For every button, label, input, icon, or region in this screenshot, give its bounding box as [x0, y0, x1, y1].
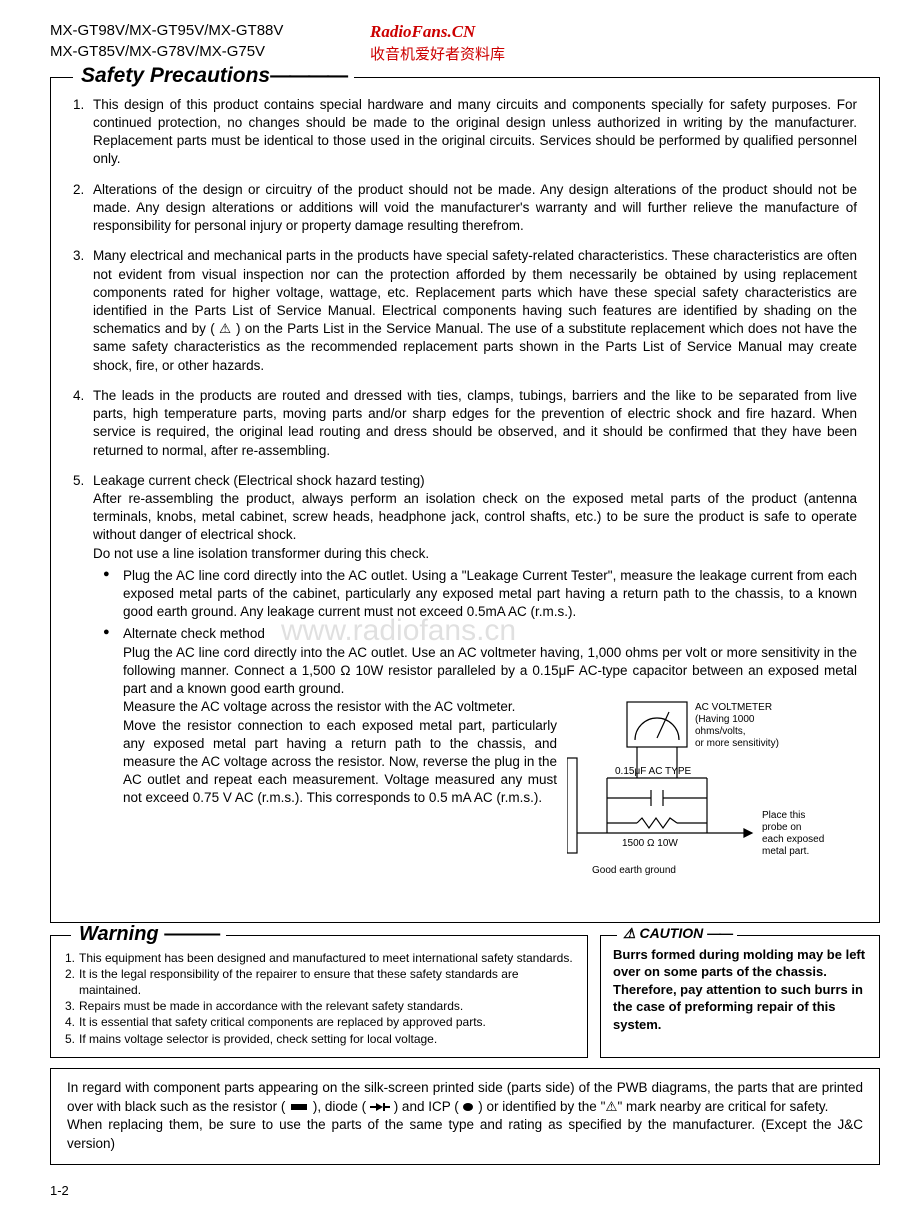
- bullet-2-body1: Plug the AC line cord directly into the …: [93, 644, 857, 699]
- svg-text:each exposed: each exposed: [762, 834, 824, 845]
- icp-icon: [462, 1102, 474, 1112]
- safety-item-5: Leakage current check (Electrical shock …: [73, 472, 857, 894]
- svg-text:Place this: Place this: [762, 810, 805, 821]
- pwb-box: In regard with component parts appearing…: [50, 1068, 880, 1166]
- diagram-text-col: Measure the AC voltage across the resist…: [123, 698, 557, 807]
- item5-note: Do not use a line isolation transformer …: [93, 546, 429, 561]
- warning-item: 1.This equipment has been designed and m…: [65, 950, 573, 966]
- bullet-2-title: Alternate check method: [93, 625, 857, 643]
- svg-text:or more sensitivity): or more sensitivity): [695, 738, 779, 749]
- warning-box: Warning ——— 1.This equipment has been de…: [50, 935, 588, 1058]
- item5-body: After re-assembling the product, always …: [93, 491, 857, 542]
- models-line2: MX-GT85V/MX-G78V/MX-G75V: [50, 41, 370, 62]
- svg-text:AC VOLTMETER: AC VOLTMETER: [695, 702, 772, 713]
- safety-item-3: Many electrical and mechanical parts in …: [73, 247, 857, 375]
- svg-text:(Having 1000: (Having 1000: [695, 714, 755, 725]
- warning-list: 1.This equipment has been designed and m…: [65, 950, 573, 1047]
- circuit-diagram: AC VOLTMETER (Having 1000 ohms/volts, or…: [567, 698, 857, 893]
- item5-title: Leakage current check (Electrical shock …: [93, 473, 425, 488]
- diode-icon: [370, 1103, 390, 1111]
- svg-text:probe on: probe on: [762, 822, 801, 833]
- bullet-1: Plug the AC line cord directly into the …: [93, 567, 857, 622]
- svg-text:metal part.: metal part.: [762, 846, 809, 857]
- safety-title: Safety Precautions————: [73, 64, 354, 88]
- watermark-block: RadioFans.CN 收音机爱好者资料库: [370, 20, 505, 65]
- watermark-subtitle: 收音机爱好者资料库: [370, 44, 505, 65]
- svg-text:ohms/volts,: ohms/volts,: [695, 726, 746, 737]
- safety-item-1: This design of this product contains spe…: [73, 96, 857, 169]
- caution-box: ⚠ CAUTION —— Burrs formed during molding…: [600, 935, 880, 1058]
- warning-item: 2.It is the legal responsibility of the …: [65, 966, 573, 998]
- svg-text:Good earth ground: Good earth ground: [592, 865, 676, 876]
- models-line1: MX-GT98V/MX-GT95V/MX-GT88V: [50, 20, 370, 41]
- svg-text:0.15μF AC TYPE: 0.15μF AC TYPE: [615, 766, 691, 777]
- caution-body: Burrs formed during molding may be left …: [613, 946, 867, 1034]
- diagram-row: Measure the AC voltage across the resist…: [93, 698, 857, 893]
- warning-item: 4.It is essential that safety critical c…: [65, 1014, 573, 1030]
- warning-item: 3.Repairs must be made in accordance wit…: [65, 998, 573, 1014]
- svg-text:1500 Ω 10W: 1500 Ω 10W: [622, 838, 678, 849]
- safety-list: This design of this product contains spe…: [73, 96, 857, 894]
- warning-item: 5.If mains voltage selector is provided,…: [65, 1031, 573, 1047]
- watermark-title: RadioFans.CN: [370, 20, 505, 44]
- bottom-row: Warning ——— 1.This equipment has been de…: [50, 935, 880, 1058]
- caution-title: ⚠ CAUTION ——: [617, 924, 737, 943]
- resistor-icon: [289, 1103, 309, 1111]
- warning-title: Warning ———: [71, 923, 226, 946]
- model-numbers: MX-GT98V/MX-GT95V/MX-GT88V MX-GT85V/MX-G…: [50, 20, 370, 62]
- safety-item-4: The leads in the products are routed and…: [73, 387, 857, 460]
- safety-item-2: Alterations of the design or circuitry o…: [73, 181, 857, 236]
- safety-precautions-box: Safety Precautions———— www.radiofans.cn …: [50, 77, 880, 923]
- header-row: MX-GT98V/MX-GT95V/MX-GT88V MX-GT85V/MX-G…: [50, 20, 880, 65]
